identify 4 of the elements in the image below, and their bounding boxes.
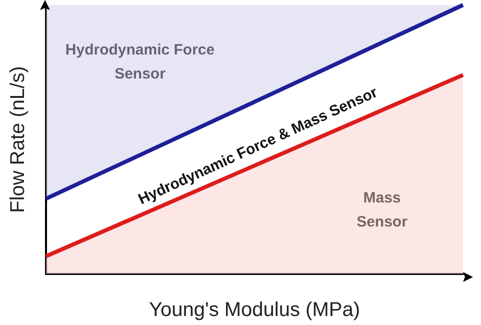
- annotation: Hydrodynamic Force Sensor: [65, 42, 215, 82]
- annotation: Mass Sensor: [356, 190, 408, 230]
- x-axis-title: Young's Modulus (MPa): [149, 299, 360, 321]
- y-axis-title: Flow Rate (nL/s): [7, 66, 29, 213]
